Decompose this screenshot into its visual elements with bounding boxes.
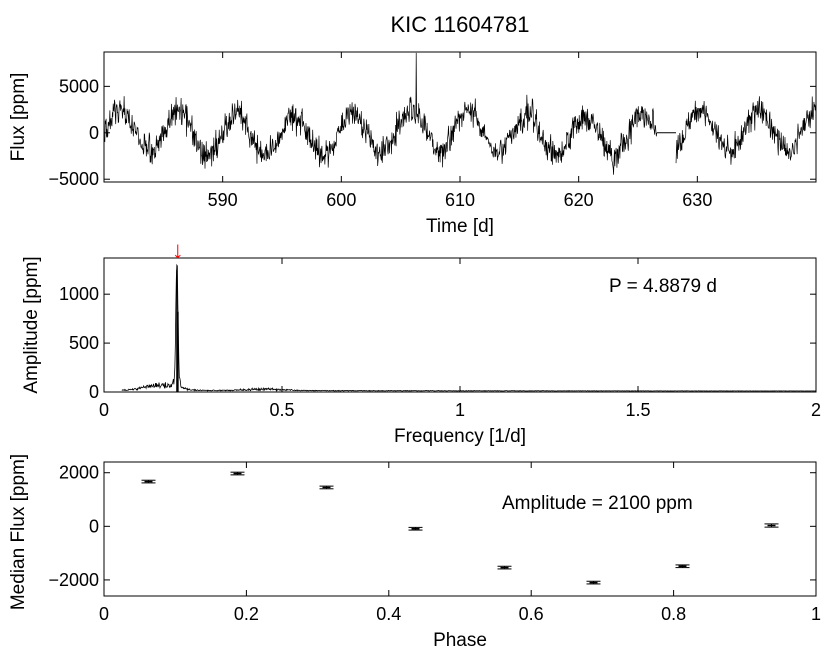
y-tick-label: 0	[89, 382, 99, 402]
x-tick-label: 0	[99, 604, 109, 624]
y-tick-label: 2000	[59, 463, 99, 483]
x-tick-label: 0.2	[234, 604, 259, 624]
x-tick-label: 0	[99, 400, 109, 420]
periodogram-axes-frame	[103, 257, 817, 393]
x-tick-label: 0.4	[376, 604, 401, 624]
phase-axes-frame	[103, 461, 817, 597]
phase-point	[497, 565, 512, 570]
x-tick-label: 600	[326, 190, 356, 210]
phase-point	[586, 580, 601, 585]
peak-marker-arrow: ↓	[172, 237, 184, 264]
y-tick-label: 1000	[59, 284, 99, 304]
light-curve-panel: 590 600 610 620 630 −5000 0 5000 Time [d] Flux …	[8, 51, 817, 237]
x-tick-label: 0.8	[661, 604, 686, 624]
periodogram-ticks: 0 0.5 1 1.5 2 0 500 1000	[59, 258, 821, 420]
phase-xlabel: Phase	[433, 630, 487, 651]
light-curve-axes-frame	[103, 51, 817, 183]
periodogram-panel: 0 0.5 1 1.5 2 0 500 1000 Frequency [1/d] Amplit…	[21, 237, 821, 447]
figure-title: KIC 11604781	[390, 12, 529, 37]
y-tick-label: 0	[89, 516, 99, 536]
periodogram-ylabel: Amplitude [ppm]	[21, 256, 42, 393]
x-tick-label: 2	[811, 400, 821, 420]
x-tick-label: 1	[455, 400, 465, 420]
y-tick-label: 500	[69, 333, 99, 353]
x-tick-label: 1	[811, 604, 821, 624]
y-tick-label: 5000	[59, 76, 99, 96]
x-tick-label: 630	[682, 190, 712, 210]
x-tick-label: 590	[208, 190, 238, 210]
phase-marks	[141, 471, 779, 585]
x-tick-label: 620	[564, 190, 594, 210]
light-curve-trace	[675, 96, 817, 165]
x-tick-label: 610	[445, 190, 475, 210]
y-tick-label: 0	[89, 123, 99, 143]
phase-point	[230, 471, 245, 476]
amplitude-annotation: Amplitude = 2100 ppm	[502, 493, 693, 514]
light-curve-trace	[103, 52, 658, 175]
phase-point	[319, 485, 334, 490]
period-annotation: P = 4.8879 d	[609, 276, 717, 297]
y-tick-label: −2000	[48, 570, 99, 590]
phase-point	[141, 479, 156, 484]
phase-ylabel: Median Flux [ppm]	[8, 454, 29, 610]
light-curve-ticks: 590 600 610 620 630 −5000 0 5000	[48, 52, 816, 210]
periodogram-marks	[121, 263, 817, 393]
light-curve-ylabel: Flux [ppm]	[8, 73, 29, 162]
x-tick-label: 1.5	[625, 400, 650, 420]
x-tick-label: 0.5	[269, 400, 294, 420]
light-curve-marks	[103, 52, 817, 175]
phase-point	[675, 564, 690, 569]
phase-point	[408, 526, 423, 531]
periodogram-xlabel: Frequency [1/d]	[394, 426, 526, 447]
x-tick-label: 0.6	[519, 604, 544, 624]
light-curve-xlabel: Time [d]	[426, 216, 494, 237]
phase-point	[764, 523, 779, 528]
periodogram-trace	[121, 263, 817, 393]
y-tick-label: −5000	[48, 169, 99, 189]
